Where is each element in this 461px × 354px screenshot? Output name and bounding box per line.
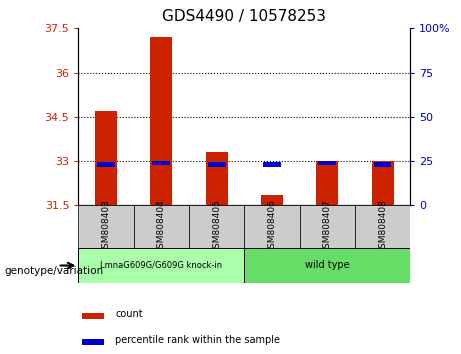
Text: GSM808407: GSM808407 xyxy=(323,199,332,254)
FancyBboxPatch shape xyxy=(78,205,134,248)
Bar xyxy=(319,161,336,165)
FancyBboxPatch shape xyxy=(244,248,410,283)
Bar xyxy=(261,195,283,205)
Text: count: count xyxy=(115,309,143,319)
Text: genotype/variation: genotype/variation xyxy=(5,266,104,276)
Bar xyxy=(95,111,117,205)
Text: GSM808403: GSM808403 xyxy=(101,199,111,254)
Bar xyxy=(372,161,394,205)
Bar xyxy=(97,162,115,167)
Bar xyxy=(263,162,281,167)
Bar xyxy=(316,161,338,205)
FancyBboxPatch shape xyxy=(300,205,355,248)
Bar xyxy=(82,313,104,319)
Text: GSM808408: GSM808408 xyxy=(378,199,387,254)
Bar xyxy=(150,37,172,205)
Bar xyxy=(206,152,228,205)
Bar xyxy=(82,339,104,345)
Title: GDS4490 / 10578253: GDS4490 / 10578253 xyxy=(162,9,326,24)
Bar xyxy=(208,162,225,167)
FancyBboxPatch shape xyxy=(134,205,189,248)
Bar xyxy=(374,162,391,167)
Text: percentile rank within the sample: percentile rank within the sample xyxy=(115,335,280,345)
FancyBboxPatch shape xyxy=(189,205,244,248)
FancyBboxPatch shape xyxy=(244,205,300,248)
Bar xyxy=(153,161,170,165)
Text: LmnaG609G/G609G knock-in: LmnaG609G/G609G knock-in xyxy=(100,261,222,270)
FancyBboxPatch shape xyxy=(78,248,244,283)
Text: wild type: wild type xyxy=(305,261,349,270)
Text: GSM808404: GSM808404 xyxy=(157,199,166,254)
Text: GSM808406: GSM808406 xyxy=(267,199,277,254)
Text: GSM808405: GSM808405 xyxy=(212,199,221,254)
FancyBboxPatch shape xyxy=(355,205,410,248)
